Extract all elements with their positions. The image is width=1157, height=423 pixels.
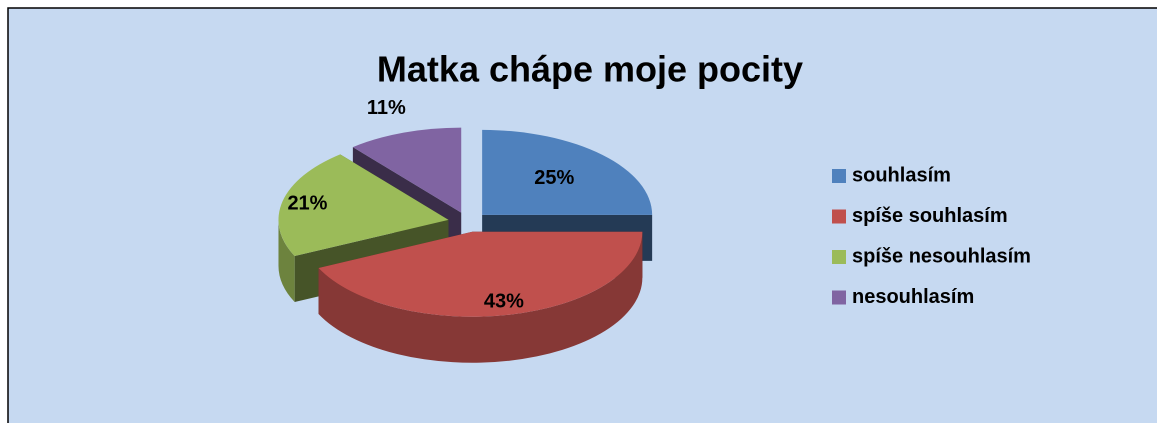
legend-label: spíše nesouhlasím	[852, 245, 1031, 267]
slice	[318, 231, 643, 317]
slice	[352, 127, 462, 213]
slice	[278, 154, 449, 257]
data-label: 21%	[287, 192, 327, 214]
legend-swatch	[832, 250, 846, 264]
legend-swatch	[832, 169, 846, 183]
legend-swatch	[832, 290, 846, 305]
chart-title: Matka chápe moje pocity	[377, 49, 803, 90]
data-label: 25%	[534, 167, 574, 189]
data-label: 43%	[484, 291, 524, 313]
slice-rim	[318, 231, 643, 363]
legend-label: spíše souhlasím	[852, 205, 1008, 227]
slice-rim	[278, 219, 295, 303]
legend-label: souhlasím	[852, 164, 951, 186]
data-label: 11%	[367, 97, 406, 119]
legend-label: nesouhlasím	[852, 286, 974, 308]
slice	[482, 129, 653, 215]
legend-swatch	[832, 209, 846, 224]
